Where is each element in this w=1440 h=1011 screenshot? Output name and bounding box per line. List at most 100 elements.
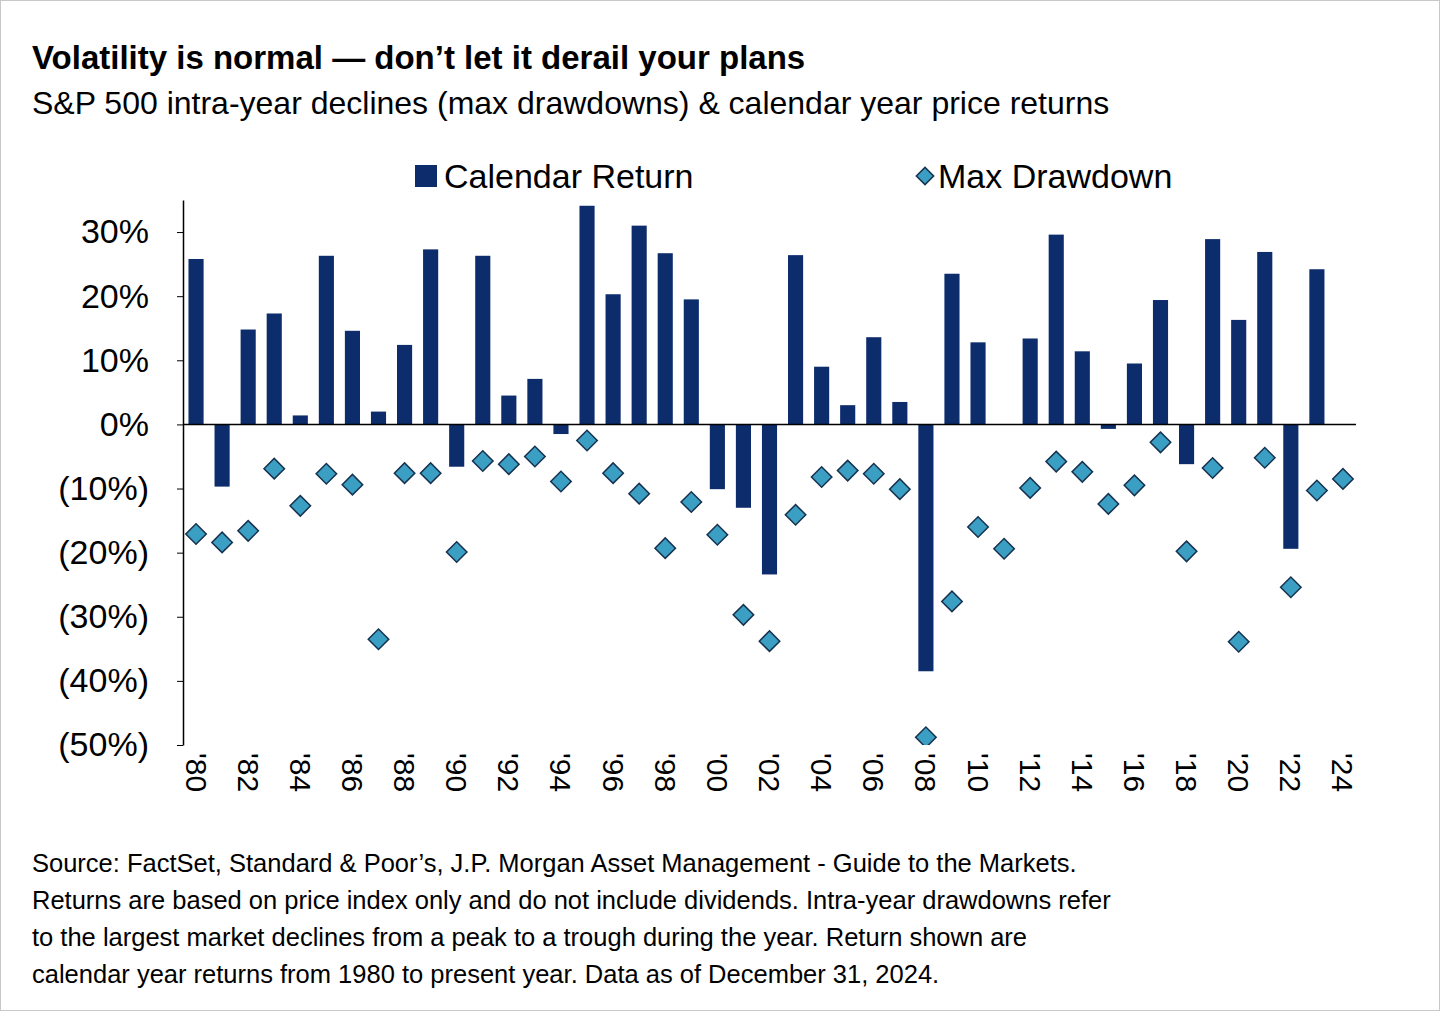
x-tick-label: '80 (180, 753, 213, 792)
x-tick-label: '22 (1274, 753, 1307, 792)
bar (371, 412, 386, 425)
y-tick: (20%) (58, 533, 183, 571)
x-tick: '24 (1326, 745, 1359, 792)
diamond (420, 463, 440, 483)
x-tick: '92 (492, 745, 525, 792)
diamond (733, 605, 753, 625)
diamond (551, 471, 571, 491)
legend-label: Max Drawdown (938, 157, 1172, 195)
bar (658, 253, 673, 424)
legend: Calendar Return Max Drawdown (415, 157, 1172, 195)
bar (814, 367, 829, 425)
x-axis: '80'82'84'86'88'90'92'94'96'98'00'02'04'… (180, 745, 1360, 792)
y-tick-mark (177, 617, 183, 618)
bar (449, 424, 464, 466)
y-tick-mark (177, 424, 183, 425)
diamond (811, 467, 831, 487)
x-tick-label: '12 (1014, 753, 1047, 792)
x-tick: '88 (388, 745, 421, 792)
x-tick-label: '84 (284, 753, 317, 792)
bar (970, 342, 985, 424)
bar (632, 226, 647, 425)
y-tick-mark (177, 681, 183, 682)
y-tick-mark (177, 489, 183, 490)
bar (527, 379, 542, 425)
bar (684, 299, 699, 424)
diamond (837, 460, 857, 480)
bar (1309, 269, 1324, 424)
bars (188, 206, 1324, 671)
y-tick: 10% (81, 341, 183, 379)
x-tick: '80 (180, 745, 213, 792)
x-tick: '18 (1170, 745, 1203, 792)
x-tick: '90 (440, 745, 473, 792)
bar (944, 274, 959, 425)
y-tick: (30%) (58, 597, 183, 635)
bar (736, 424, 751, 507)
bar (553, 424, 568, 434)
bar (606, 294, 621, 424)
diamond (186, 524, 206, 544)
diamond (238, 521, 258, 541)
diamond (1228, 632, 1248, 652)
bar (1075, 351, 1090, 424)
bar (1257, 252, 1272, 424)
bar (319, 256, 334, 425)
source-line: Source: FactSet, Standard & Poor’s, J.P.… (32, 849, 1077, 877)
diamond (1150, 432, 1170, 452)
bar (1179, 424, 1194, 464)
diamond (916, 727, 936, 745)
y-tick: (50%) (58, 725, 183, 763)
x-tick: '08 (909, 745, 942, 792)
bar (892, 402, 907, 424)
x-tick-label: '82 (232, 753, 265, 792)
y-tick-label: (50%) (58, 725, 149, 763)
plot-area (188, 206, 1324, 671)
diamond (1098, 494, 1118, 514)
diamond (1020, 478, 1040, 498)
diamond (890, 479, 910, 499)
x-tick-label: '98 (649, 753, 682, 792)
bar (397, 345, 412, 425)
y-tick: 30% (81, 212, 183, 250)
x-tick: '20 (1222, 745, 1255, 792)
x-tick-label: '92 (492, 753, 525, 792)
x-tick: '22 (1274, 745, 1307, 792)
y-tick: (40%) (58, 661, 183, 699)
legend-label: Calendar Return (444, 157, 693, 195)
x-tick-label: '86 (336, 753, 369, 792)
bar (1023, 338, 1038, 424)
diamond (1072, 462, 1092, 482)
legend-marker (415, 165, 437, 187)
diamond (968, 517, 988, 537)
diamond (342, 474, 362, 494)
x-tick: '00 (701, 745, 734, 792)
source-line: to the largest market declines from a pe… (32, 923, 1027, 951)
bar (579, 206, 594, 425)
diamond (525, 446, 545, 466)
diamond (1124, 475, 1144, 495)
diamond (785, 505, 805, 525)
bar (501, 396, 516, 425)
legend-item: Calendar Return (415, 157, 693, 195)
bar (241, 330, 256, 425)
y-tick-label: (40%) (58, 661, 149, 699)
bar (762, 424, 777, 574)
x-tick: '02 (753, 745, 786, 792)
diamond (759, 631, 779, 651)
x-tick-label: '00 (701, 753, 734, 792)
x-tick-label: '06 (857, 753, 890, 792)
y-axis: 30%20%10%0%(10%)(20%)(30%)(40%)(50%) (58, 201, 183, 764)
x-tick: '84 (284, 745, 317, 792)
x-tick: '10 (962, 745, 995, 792)
bar (215, 424, 230, 486)
diamond (264, 458, 284, 478)
x-tick: '12 (1014, 745, 1047, 792)
y-tick-label: 0% (100, 405, 149, 443)
bar (423, 249, 438, 424)
x-tick: '14 (1066, 745, 1099, 792)
y-tick-label: 10% (81, 341, 149, 379)
y-tick-label: (10%) (58, 469, 149, 507)
x-tick: '16 (1118, 745, 1151, 792)
x-tick-label: '18 (1170, 753, 1203, 792)
